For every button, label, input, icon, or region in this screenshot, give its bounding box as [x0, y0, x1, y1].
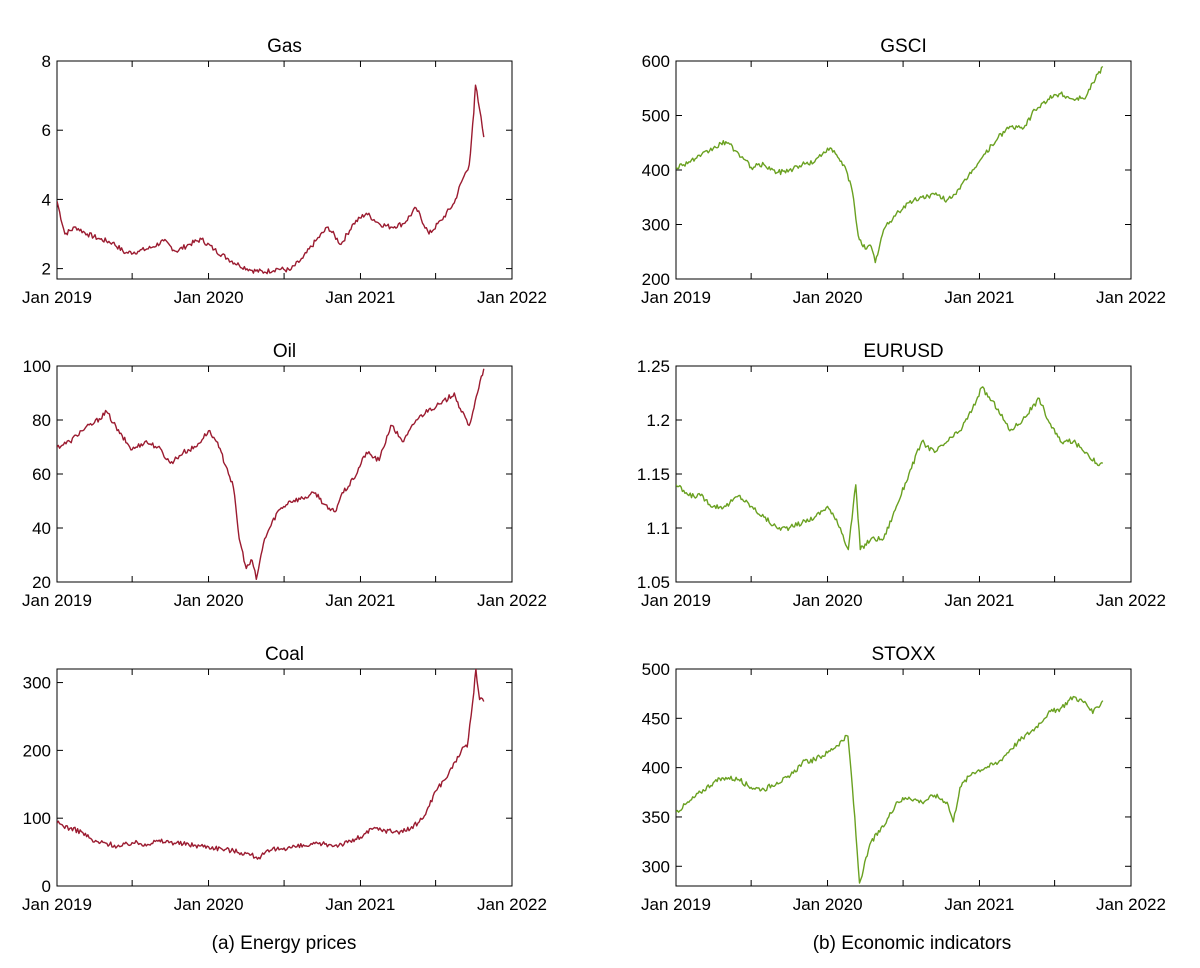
- x-tick-label: Jan 2020: [174, 288, 244, 307]
- y-tick-label: 0: [42, 877, 51, 896]
- y-tick-label: 4: [42, 190, 51, 209]
- chart-title: Coal: [265, 644, 304, 665]
- caption-energy-prices: (a) Energy prices: [212, 933, 357, 954]
- chart-oil: Jan 2019 Jan 2020 Jan 2021 Jan 2022 20 40 60 80…: [22, 341, 547, 610]
- y-tick-label: 1.1: [646, 519, 670, 538]
- x-tick-label: Jan 2021: [944, 895, 1014, 914]
- y-tick-label: 300: [642, 216, 670, 235]
- chart-title: Oil: [273, 341, 296, 362]
- chart-coal: Jan 2019 Jan 2020 Jan 2021 Jan 2022 0 100 200 3…: [22, 644, 547, 914]
- x-tick-label: Jan 2021: [325, 895, 395, 914]
- series-line-stoxx: [676, 695, 1104, 884]
- series-line-coal: [57, 669, 485, 860]
- x-tick-label: Jan 2020: [793, 895, 863, 914]
- y-tick-label: 350: [642, 808, 670, 827]
- series-line-oil: [57, 368, 485, 580]
- y-tick-label: 60: [32, 465, 51, 484]
- chart-panels: Jan 2019 Jan 2020 Jan 2021 Jan 20222468GasJ…: [22, 36, 1166, 914]
- y-tick-label: 100: [23, 809, 51, 828]
- x-tick-label: Jan 2021: [325, 288, 395, 307]
- chart-title: STOXX: [871, 644, 935, 665]
- axes-frame: [56, 365, 513, 583]
- x-tick-label: Jan 2019: [22, 895, 92, 914]
- y-tick-label: 100: [23, 357, 51, 376]
- y-tick-label: 300: [642, 857, 670, 876]
- chart-title: Gas: [267, 36, 302, 57]
- axes-frame: [56, 60, 513, 280]
- x-tick-label: Jan 2022: [477, 895, 547, 914]
- x-tick-label: Jan 2022: [1096, 288, 1166, 307]
- y-tick-label: 2: [42, 260, 51, 279]
- series-line-eurusd: [676, 386, 1104, 551]
- y-tick-label: 200: [23, 741, 51, 760]
- x-tick-label: Jan 2021: [944, 288, 1014, 307]
- y-tick-label: 400: [642, 759, 670, 778]
- y-tick-label: 8: [42, 52, 51, 71]
- y-tick-label: 500: [642, 660, 670, 679]
- chart-title: EURUSD: [863, 341, 943, 362]
- y-tick-label: 1.15: [637, 465, 670, 484]
- axes-frame: [56, 668, 513, 887]
- x-tick-label: Jan 2022: [477, 591, 547, 610]
- y-tick-label: 40: [32, 519, 51, 538]
- y-tick-label: 450: [642, 709, 670, 728]
- axes-frame: [675, 365, 1132, 583]
- y-tick-label: 1.25: [637, 357, 670, 376]
- x-tick-label: Jan 2022: [1096, 591, 1166, 610]
- chart-title: GSCI: [880, 36, 926, 57]
- x-tick-label: Jan 2020: [174, 591, 244, 610]
- x-tick-label: Jan 2020: [174, 895, 244, 914]
- y-tick-label: 500: [642, 107, 670, 126]
- axes-frame: [675, 668, 1132, 887]
- y-tick-label: 400: [642, 161, 670, 180]
- x-tick-label: Jan 2020: [793, 591, 863, 610]
- x-tick-label: Jan 2019: [641, 895, 711, 914]
- series-line-gas: [57, 84, 485, 275]
- x-tick-label: Jan 2019: [22, 288, 92, 307]
- y-tick-label: 6: [42, 121, 51, 140]
- y-tick-label: 1.2: [646, 411, 670, 430]
- y-tick-label: 300: [23, 674, 51, 693]
- chart-eurusd: Jan 2019 Jan 2020 Jan 2021 Jan 2022 1.05 1.1 1…: [637, 341, 1166, 610]
- x-tick-label: Jan 2022: [1096, 895, 1166, 914]
- x-tick-label: Jan 2019: [641, 288, 711, 307]
- x-tick-label: Jan 2022: [477, 288, 547, 307]
- chart-gsci: Jan 2019 Jan 2020 Jan 2021 Jan 2022 200 300 40…: [641, 36, 1166, 307]
- x-tick-label: Jan 2019: [22, 591, 92, 610]
- caption-economic-indicators: (b) Economic indicators: [813, 933, 1012, 954]
- y-tick-label: 80: [32, 411, 51, 430]
- x-tick-label: Jan 2021: [944, 591, 1014, 610]
- y-tick-label: 200: [642, 270, 670, 289]
- x-tick-label: Jan 2021: [325, 591, 395, 610]
- chart-gas: Jan 2019 Jan 2020 Jan 2021 Jan 2022 2 4 6 8 Gas: [22, 36, 547, 307]
- series-line-gsci: [676, 65, 1104, 264]
- x-tick-label: Jan 2019: [641, 591, 711, 610]
- y-tick-label: 600: [642, 52, 670, 71]
- y-tick-label: 20: [32, 573, 51, 592]
- y-tick-label: 1.05: [637, 573, 670, 592]
- x-tick-label: Jan 2020: [793, 288, 863, 307]
- chart-stoxx: Jan 2019 Jan 2020 Jan 2021 Jan 2022 300 350 40…: [641, 644, 1166, 914]
